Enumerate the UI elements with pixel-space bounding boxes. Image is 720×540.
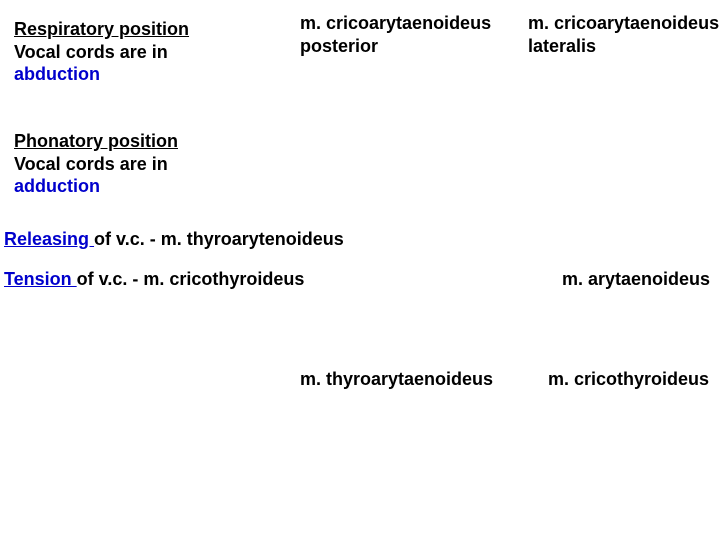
muscle-arytaenoideus: m. arytaenoideus	[562, 268, 710, 291]
tension-of: of v.c. -	[77, 269, 144, 289]
respiratory-title: Respiratory position	[14, 19, 189, 39]
crico-lat-line1: m. cricoarytaenoideus	[528, 12, 720, 35]
muscle-thyroarytaenoideus-bottom: m. thyroarytaenoideus	[300, 368, 493, 391]
releasing-label: Releasing	[4, 229, 94, 249]
slide: Respiratory position Vocal cords are in …	[0, 0, 720, 540]
phonatory-position-block: Phonatory position Vocal cords are in ad…	[14, 130, 244, 198]
crico-post-line1: m. cricoarytaenoideus	[300, 12, 510, 35]
phonatory-title: Phonatory position	[14, 131, 178, 151]
muscle-crico-lateralis: m. cricoarytaenoideus lateralis	[528, 12, 720, 57]
muscle-crico-posterior: m. cricoarytaenoideus posterior	[300, 12, 510, 57]
thyroaryt-text: m. thyroarytaenoideus	[300, 369, 493, 389]
muscle-cricothyroideus-bottom: m. cricothyroideus	[548, 368, 709, 391]
tension-muscle: m. cricothyroideus	[143, 269, 304, 289]
tension-label: Tension	[4, 269, 77, 289]
respiratory-desc-a: Vocal cords are in	[14, 42, 168, 62]
crico-post-line2: posterior	[300, 35, 510, 58]
respiratory-desc-b: abduction	[14, 64, 100, 84]
arytaenoideus-text: m. arytaenoideus	[562, 269, 710, 289]
releasing-of: of v.c. -	[94, 229, 161, 249]
tension-line: Tension of v.c. - m. cricothyroideus	[4, 268, 304, 291]
releasing-line: Releasing of v.c. - m. thyroarytenoideus	[4, 228, 344, 251]
phonatory-desc-a: Vocal cords are in	[14, 154, 168, 174]
phonatory-desc-b: adduction	[14, 176, 100, 196]
cricothyr-text: m. cricothyroideus	[548, 369, 709, 389]
crico-lat-line2: lateralis	[528, 35, 720, 58]
releasing-muscle: m. thyroarytenoideus	[161, 229, 344, 249]
respiratory-position-block: Respiratory position Vocal cords are in …	[14, 18, 244, 86]
